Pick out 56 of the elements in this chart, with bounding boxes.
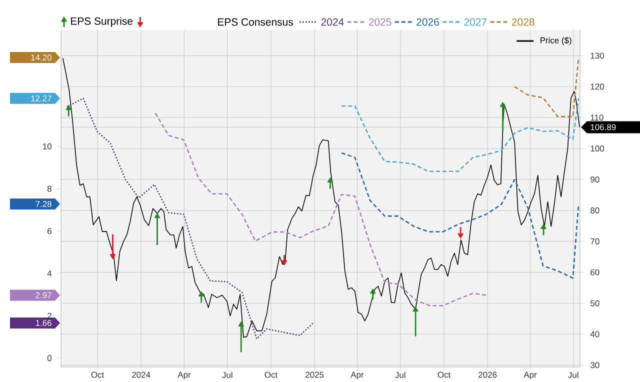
point bbox=[370, 288, 376, 294]
legend-label: Price ($) bbox=[540, 36, 572, 46]
point bbox=[281, 260, 288, 266]
y2-tick-label: 120 bbox=[590, 84, 604, 90]
y2-tick-label: 60 bbox=[590, 269, 600, 276]
line-series bbox=[154, 112, 487, 306]
point bbox=[198, 291, 204, 296]
y2-tick-label: 50 bbox=[590, 300, 600, 306]
legend-label: 2026 bbox=[416, 18, 439, 26]
y-tick-label: 12.27 bbox=[31, 95, 52, 102]
x-tick-label: 2024 bbox=[132, 372, 150, 378]
y2-tick-label: 100 bbox=[590, 146, 604, 152]
point bbox=[540, 224, 546, 229]
x-tick-label: 2026 bbox=[478, 372, 497, 378]
y-tick-label: 10 bbox=[43, 143, 52, 150]
point bbox=[238, 321, 244, 326]
line-series bbox=[340, 152, 580, 279]
y2-tick-label: 80 bbox=[590, 207, 600, 214]
y-tick-label: 0 bbox=[47, 355, 52, 362]
y-tick-label: 2 bbox=[48, 312, 52, 319]
y-tick-label: 2.97 bbox=[36, 292, 52, 298]
point bbox=[412, 306, 418, 312]
legend-label: 2027 bbox=[464, 18, 487, 26]
y2-tick-label: 30 bbox=[590, 362, 600, 368]
x-tick-label: Apr bbox=[524, 372, 537, 380]
y2-tick-label: 40 bbox=[590, 331, 600, 338]
legend-label: 2025 bbox=[368, 18, 392, 26]
y-tick-label: 1.66 bbox=[36, 320, 52, 326]
x-tick-label: Oct bbox=[91, 372, 104, 378]
point bbox=[327, 177, 334, 182]
x-tick-label: Apr bbox=[178, 372, 191, 380]
line-series bbox=[66, 98, 314, 340]
y2-tick-label: 70 bbox=[590, 238, 600, 244]
y-tick-label: 8 bbox=[47, 186, 52, 192]
x-tick-label: Jul bbox=[568, 372, 578, 378]
legend-label: 2024 bbox=[321, 18, 344, 26]
x-tick-label: Oct bbox=[264, 372, 278, 378]
y-tick-label: 14.20 bbox=[31, 54, 52, 61]
point bbox=[66, 104, 72, 110]
y-tick-label: 4 bbox=[47, 270, 52, 276]
y2-tick-label: 90 bbox=[590, 176, 600, 182]
legend-label: EPS Surprise bbox=[71, 17, 133, 27]
x-tick-label: 2025 bbox=[306, 372, 324, 378]
y-tick-label: 7.28 bbox=[36, 201, 52, 207]
x-tick-label: Apr bbox=[350, 372, 364, 380]
point bbox=[500, 102, 506, 107]
y2-tick-label: 106.89 bbox=[590, 124, 616, 130]
legend-label: 2028 bbox=[512, 18, 534, 26]
point bbox=[154, 212, 160, 218]
y-tick-label: 6 bbox=[48, 228, 52, 234]
x-tick-label: Jul bbox=[222, 372, 232, 378]
y2-tick-label: 110 bbox=[590, 114, 604, 121]
x-tick-label: Jul bbox=[395, 372, 406, 378]
y2-tick-label: 130 bbox=[590, 52, 604, 59]
legend-title: EPS Consensus bbox=[218, 18, 293, 26]
x-tick-label: Oct bbox=[438, 372, 451, 378]
